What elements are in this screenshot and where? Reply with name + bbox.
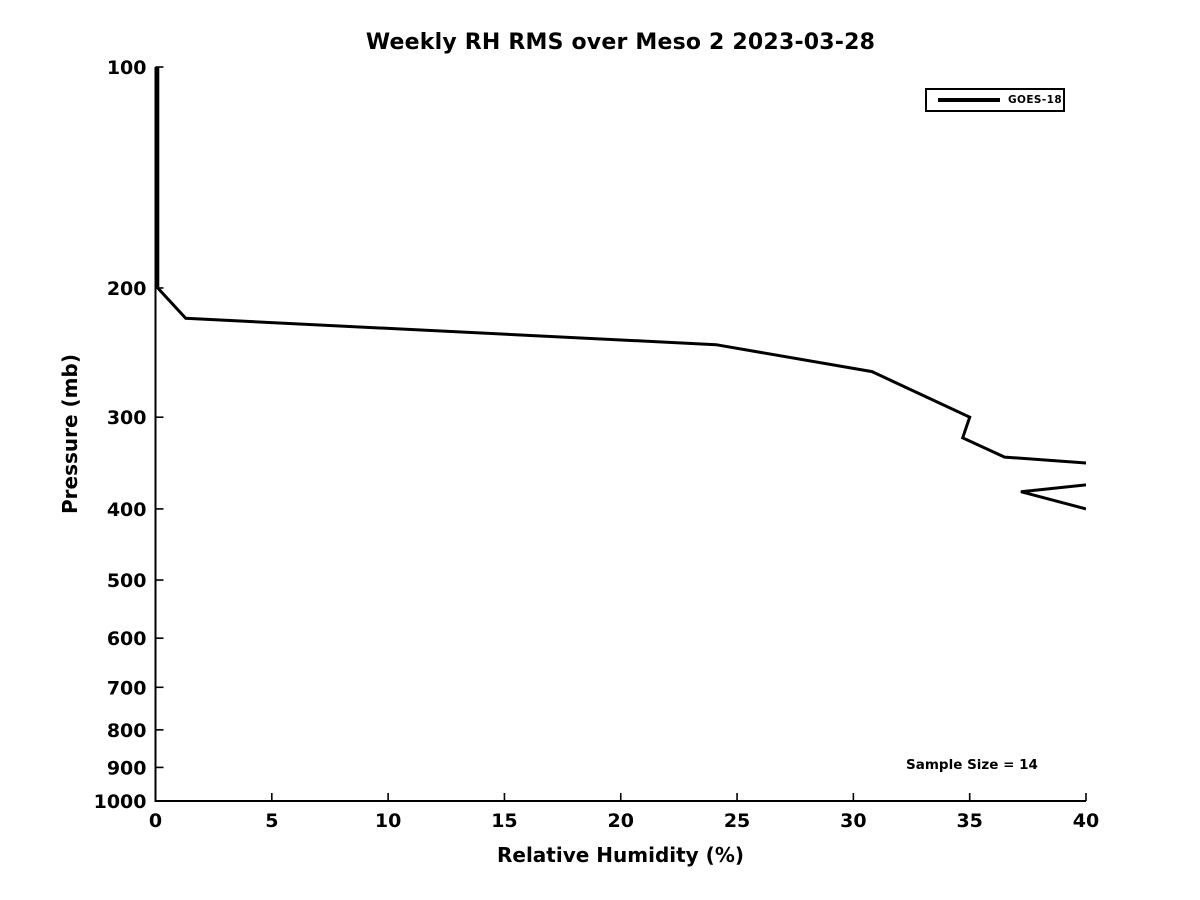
x-tick-label: 35 xyxy=(956,810,982,832)
y-tick-label: 500 xyxy=(107,570,147,592)
y-tick-label: 100 xyxy=(107,57,147,79)
x-tick-label: 5 xyxy=(265,810,278,832)
y-tick-label: 400 xyxy=(107,499,147,521)
chart-title: Weekly RH RMS over Meso 2 2023-03-28 xyxy=(365,30,876,55)
y-tick-label: 600 xyxy=(107,628,147,650)
y-tick-label: 200 xyxy=(107,278,147,300)
y-tick-label: 300 xyxy=(107,407,147,429)
x-tick-label: 0 xyxy=(149,810,162,832)
legend: GOES-18 xyxy=(925,88,1065,112)
legend-label: GOES-18 xyxy=(1008,94,1063,106)
y-axis-label: Pressure (mb) xyxy=(58,354,82,514)
data-line-goes-18 xyxy=(156,67,1086,511)
y-tick-label: 900 xyxy=(107,757,147,779)
x-axis-label: Relative Humidity (%) xyxy=(496,843,745,867)
y-tick-label: 800 xyxy=(107,720,147,742)
y-tick-label: 700 xyxy=(107,677,147,699)
legend-line-sample xyxy=(938,98,1000,102)
axis-spines xyxy=(154,67,1086,802)
y-tick-label: 1000 xyxy=(94,791,147,813)
x-tick-label: 30 xyxy=(840,810,866,832)
x-tick-label: 40 xyxy=(1073,810,1099,832)
x-tick-label: 10 xyxy=(375,810,401,832)
x-tick-label: 25 xyxy=(724,810,750,832)
x-tick-label: 15 xyxy=(491,810,517,832)
x-tick-label: 20 xyxy=(608,810,634,832)
sample-size-annotation: Sample Size = 14 xyxy=(906,757,1038,773)
